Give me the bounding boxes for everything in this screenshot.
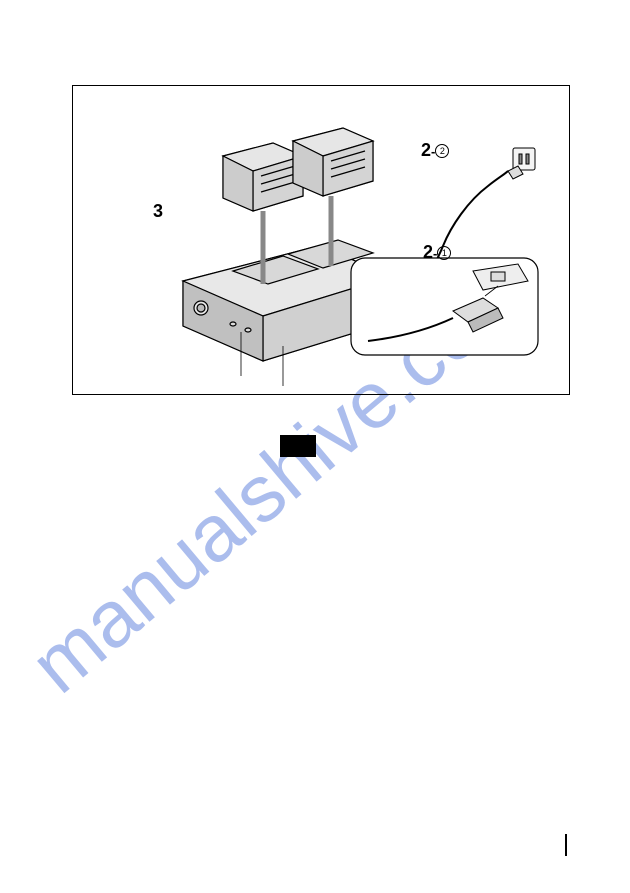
figure-frame: 3 2-2 2-1 [72,85,570,395]
illustration [73,86,571,396]
step-3-label: 3 [153,201,163,222]
page: manualshive.com [0,0,630,893]
step-2-2-label: 2-2 [421,140,449,161]
step-2-1-prefix: 2 [423,242,433,262]
page-corner-mark [565,834,567,856]
black-marker [280,435,316,457]
step-2-2-prefix: 2 [421,140,431,160]
step-2-1-label: 2-1 [423,242,451,263]
step-2-1-circled: 1 [437,246,451,260]
step-2-2-circled: 2 [435,144,449,158]
